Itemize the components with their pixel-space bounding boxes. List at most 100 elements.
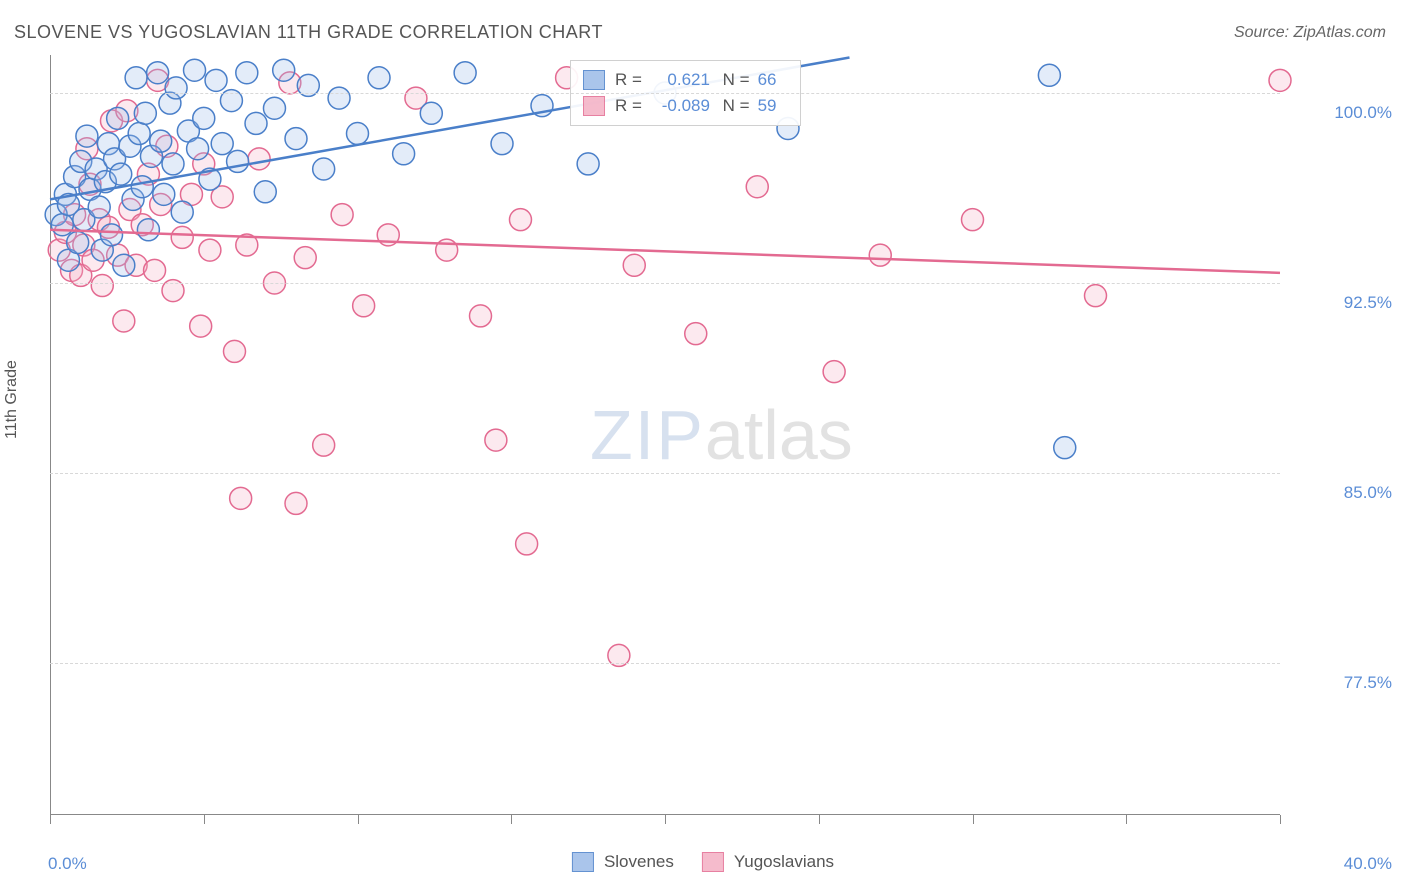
data-point xyxy=(113,310,135,332)
data-point xyxy=(245,112,267,134)
swatch-yugoslavians xyxy=(583,96,605,116)
data-point xyxy=(516,533,538,555)
chart-container: SLOVENE VS YUGOSLAVIAN 11TH GRADE CORREL… xyxy=(0,0,1406,892)
data-point xyxy=(1038,64,1060,86)
legend-n-value-0: 66 xyxy=(758,70,788,90)
chart-svg xyxy=(50,55,1280,815)
data-point xyxy=(353,295,375,317)
data-point xyxy=(1269,69,1291,91)
data-point xyxy=(125,67,147,89)
data-point xyxy=(313,158,335,180)
legend-item-yugoslavians: Yugoslavians xyxy=(702,852,834,872)
y-tick-label: 85.0% xyxy=(1344,483,1392,503)
legend-n-label: N = xyxy=(718,70,750,90)
data-point xyxy=(328,87,350,109)
x-tick xyxy=(204,815,205,824)
data-point xyxy=(685,323,707,345)
x-tick xyxy=(1280,815,1281,824)
data-point xyxy=(577,153,599,175)
gridline xyxy=(50,473,1280,474)
data-point xyxy=(147,62,169,84)
data-point xyxy=(869,244,891,266)
x-tick xyxy=(358,815,359,824)
legend-row-slovenes: R = 0.621 N = 66 xyxy=(583,67,788,93)
data-point xyxy=(67,231,89,253)
data-point xyxy=(190,315,212,337)
legend-r-value-0: 0.621 xyxy=(650,70,710,90)
data-point xyxy=(331,204,353,226)
x-tick xyxy=(511,815,512,824)
x-tick xyxy=(819,815,820,824)
data-point xyxy=(285,492,307,514)
x-tick-label: 0.0% xyxy=(48,854,87,874)
data-point xyxy=(113,254,135,276)
data-point xyxy=(509,209,531,231)
data-point xyxy=(746,176,768,198)
legend-r-label: R = xyxy=(615,96,642,116)
data-point xyxy=(137,219,159,241)
data-point xyxy=(491,133,513,155)
legend-n-label: N = xyxy=(718,96,750,116)
legend-n-value-1: 59 xyxy=(758,96,788,116)
data-point xyxy=(144,259,166,281)
data-point xyxy=(485,429,507,451)
gridline xyxy=(50,283,1280,284)
data-point xyxy=(962,209,984,231)
data-point xyxy=(420,102,442,124)
data-point xyxy=(150,130,172,152)
y-tick-label: 100.0% xyxy=(1334,103,1392,123)
x-tick-label: 40.0% xyxy=(1344,854,1392,874)
legend-r-value-1: -0.089 xyxy=(650,96,710,116)
data-point xyxy=(162,153,184,175)
data-point xyxy=(454,62,476,84)
data-point xyxy=(51,214,73,236)
data-point xyxy=(101,224,123,246)
data-point xyxy=(91,275,113,297)
swatch-icon xyxy=(702,852,724,872)
data-point xyxy=(623,254,645,276)
y-tick-label: 92.5% xyxy=(1344,293,1392,313)
data-point xyxy=(368,67,390,89)
data-point xyxy=(110,163,132,185)
data-point xyxy=(107,107,129,129)
data-point xyxy=(248,148,270,170)
data-point xyxy=(128,123,150,145)
data-point xyxy=(393,143,415,165)
x-tick xyxy=(1126,815,1127,824)
swatch-icon xyxy=(572,852,594,872)
data-point xyxy=(211,133,233,155)
data-point xyxy=(285,128,307,150)
y-axis-label: 11th Grade xyxy=(3,360,21,439)
legend-label-0: Slovenes xyxy=(604,852,674,872)
y-tick-label: 77.5% xyxy=(1344,673,1392,693)
series-legend: Slovenes Yugoslavians xyxy=(572,852,834,872)
chart-title: SLOVENE VS YUGOSLAVIAN 11TH GRADE CORREL… xyxy=(14,22,603,43)
data-point xyxy=(224,340,246,362)
legend-label-1: Yugoslavians xyxy=(734,852,834,872)
data-point xyxy=(199,239,221,261)
data-point xyxy=(1054,437,1076,459)
data-point xyxy=(227,150,249,172)
trend-line xyxy=(50,230,1280,273)
x-tick xyxy=(973,815,974,824)
data-point xyxy=(134,102,156,124)
data-point xyxy=(153,183,175,205)
data-point xyxy=(205,69,227,91)
data-point xyxy=(193,107,215,129)
legend-item-slovenes: Slovenes xyxy=(572,852,674,872)
gridline xyxy=(50,93,1280,94)
data-point xyxy=(187,138,209,160)
data-point xyxy=(263,97,285,119)
gridline xyxy=(50,663,1280,664)
data-point xyxy=(313,434,335,456)
data-point xyxy=(236,62,258,84)
data-point xyxy=(165,77,187,99)
data-point xyxy=(1085,285,1107,307)
swatch-slovenes xyxy=(583,70,605,90)
data-point xyxy=(294,247,316,269)
data-point xyxy=(823,361,845,383)
data-point xyxy=(347,123,369,145)
x-tick xyxy=(665,815,666,824)
data-point xyxy=(88,196,110,218)
x-tick xyxy=(50,815,51,824)
